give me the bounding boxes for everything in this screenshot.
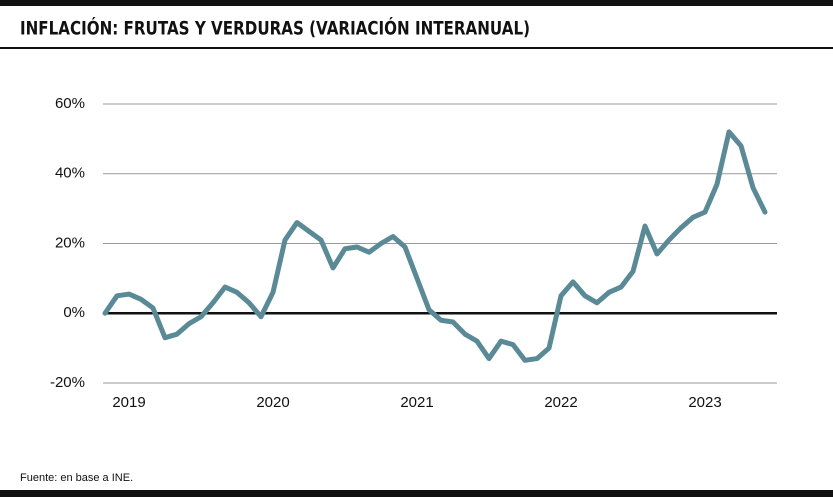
x-tick-label: 2023 [688, 394, 721, 411]
y-tick-label: 60% [55, 95, 85, 112]
y-tick-label: 0% [63, 304, 85, 321]
y-tick-label: 40% [55, 165, 85, 182]
chart-title: INFLACIÓN: FRUTAS Y VERDURAS (VARIACIÓN … [20, 16, 530, 40]
top-bar [0, 0, 833, 6]
source: Fuente: en base a INE. [20, 472, 133, 484]
y-tick-label: -20% [50, 374, 85, 391]
x-tick-label: 2019 [112, 394, 145, 411]
x-tick-label: 2020 [256, 394, 289, 411]
series-line [102, 129, 768, 363]
bottom-bar [0, 490, 833, 497]
x-tick-label: 2021 [400, 394, 433, 411]
x-tick-label: 2022 [544, 394, 577, 411]
y-tick-label: 20% [55, 234, 85, 251]
